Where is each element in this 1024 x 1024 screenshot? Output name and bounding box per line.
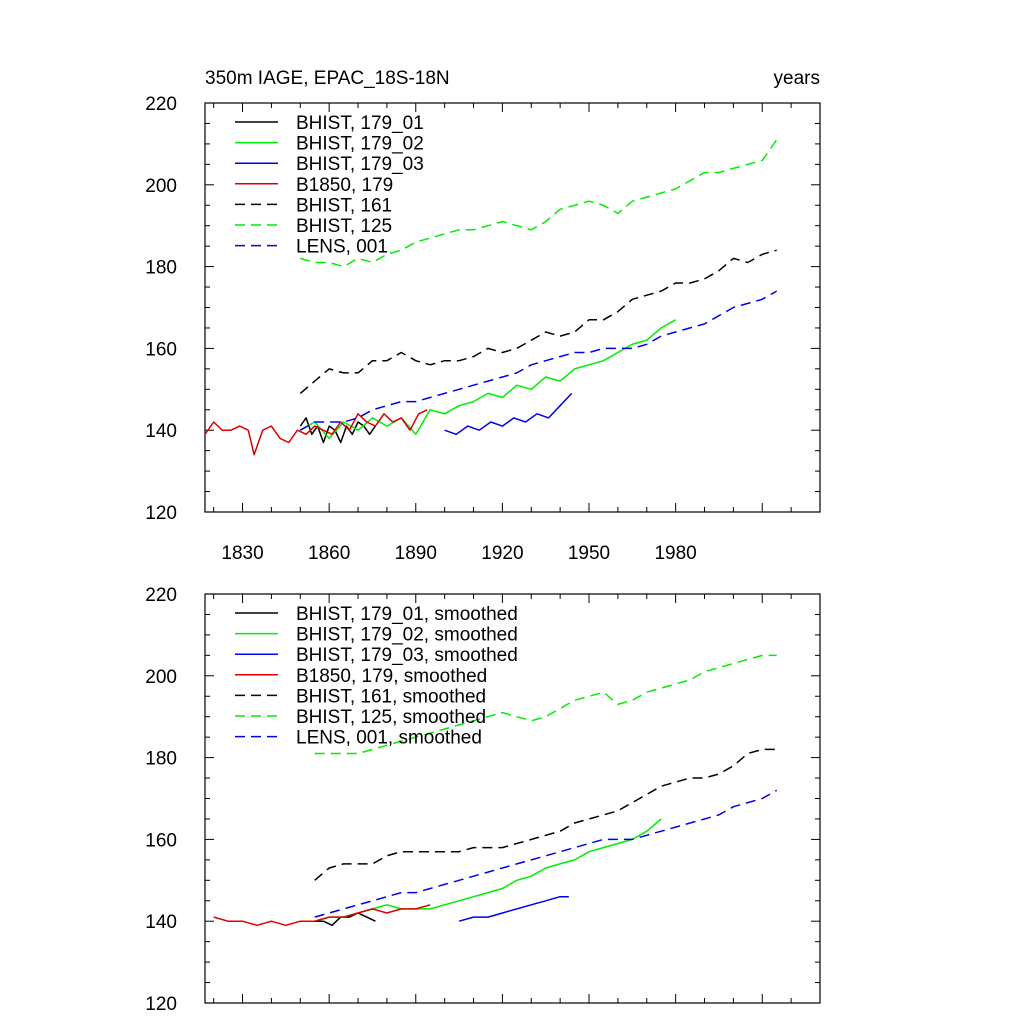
y-tick-label: 120 xyxy=(145,503,177,524)
x-tick-label: 1920 xyxy=(481,543,523,564)
series-line xyxy=(458,895,569,922)
legend-label: BHIST, 179_02, smoothed xyxy=(296,625,518,646)
series-line xyxy=(314,748,777,881)
legend-label: BHIST, 179_03, smoothed xyxy=(296,645,518,666)
chart-units: years xyxy=(774,68,820,89)
bottom-panel: 120 140 160 180 200 220 BHIST, 179_01, smooth… xyxy=(145,585,821,1015)
legend-label: BHIST, 125, smoothed xyxy=(296,707,486,728)
y-tick-label: 180 xyxy=(145,258,177,279)
legend-label: BHIST, 179_01, smoothed xyxy=(296,604,518,625)
legend-label: BHIST, 161 xyxy=(296,195,392,216)
legend-label: BHIST, 125 xyxy=(296,216,392,237)
series-lines xyxy=(213,654,778,927)
y-tick-label: 220 xyxy=(145,585,177,606)
top-panel: 350m IAGE, EPAC_18S-18N years 1201401601… xyxy=(145,68,821,564)
series-line xyxy=(299,319,676,440)
legend-label: B1850, 179, smoothed xyxy=(296,666,487,687)
series-line xyxy=(213,904,431,927)
x-tick-label: 1830 xyxy=(221,543,263,564)
legend-label: BHIST, 179_02 xyxy=(296,134,424,155)
y-tick-label: 220 xyxy=(145,94,177,115)
series-line xyxy=(314,789,778,918)
legend-label: BHIST, 179_01 xyxy=(296,113,424,134)
y-tick-label: 200 xyxy=(145,667,177,688)
series-line xyxy=(299,249,777,394)
legend-label: B1850, 179 xyxy=(296,175,393,196)
y-tick-label: 200 xyxy=(145,176,177,197)
series-line xyxy=(300,139,778,268)
x-tick-label: 1980 xyxy=(654,543,696,564)
x-tick-label: 1950 xyxy=(568,543,610,564)
y-tick-label: 120 xyxy=(145,994,177,1015)
axis-ticks: 120 140 160 180 200 220 1830 1860 1890 1920 1950 19… xyxy=(145,94,820,564)
series-line xyxy=(299,290,778,431)
legend-label: BHIST, 179_03 xyxy=(296,154,424,175)
y-tick-label: 180 xyxy=(145,749,177,770)
axis-ticks: 120 140 160 180 200 220 xyxy=(145,585,820,1015)
y-tick-label: 140 xyxy=(145,912,177,933)
y-tick-label: 160 xyxy=(145,830,177,851)
y-tick-label: 160 xyxy=(145,339,177,360)
x-tick-label: 1860 xyxy=(308,543,350,564)
x-tick-label: 1890 xyxy=(395,543,437,564)
legend-label: BHIST, 161, smoothed xyxy=(296,686,486,707)
legend-label: LENS, 001 xyxy=(296,237,388,258)
legend-label: LENS, 001, smoothed xyxy=(296,728,482,749)
series-line xyxy=(314,818,662,922)
series-lines xyxy=(204,139,778,456)
series-line xyxy=(444,392,573,436)
series-line xyxy=(314,654,777,755)
y-tick-label: 140 xyxy=(145,421,177,442)
series-line xyxy=(204,409,428,456)
chart-title: 350m IAGE, EPAC_18S-18N xyxy=(205,68,450,89)
